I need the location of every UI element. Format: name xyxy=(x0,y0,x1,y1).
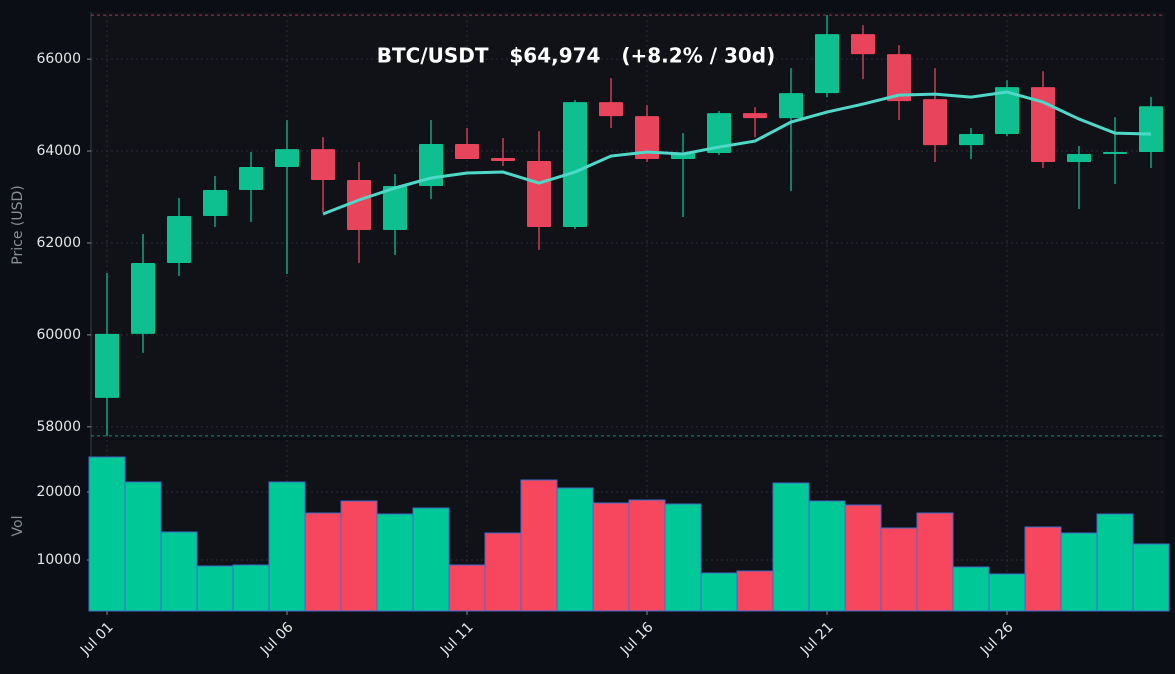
volume-bar xyxy=(700,572,738,612)
volume-bar xyxy=(916,512,954,612)
volume-bar xyxy=(1096,513,1134,612)
candle-body xyxy=(203,190,227,216)
candle-body xyxy=(887,54,911,102)
volume-bar xyxy=(880,527,918,612)
price-panel xyxy=(91,12,1165,438)
moving-average xyxy=(322,90,1152,216)
chart-title: BTC/USDT $64,974 (+8.2% / 30d) xyxy=(377,44,776,68)
y-tick-label: 64000 xyxy=(36,143,81,159)
y2-tick-label: 20000 xyxy=(36,484,81,500)
candle-body xyxy=(815,34,839,94)
candle-body xyxy=(1139,106,1163,153)
volume-bar xyxy=(808,500,846,612)
candle-body xyxy=(959,134,983,146)
volume-bar xyxy=(484,532,522,612)
volume-bar xyxy=(196,565,234,612)
y-axis-label: Price (USD) xyxy=(10,185,26,264)
volume-bar xyxy=(448,564,486,612)
candle-body xyxy=(743,113,767,119)
y2-tick-label: 10000 xyxy=(36,552,81,568)
candle-body xyxy=(635,116,659,160)
candle-body xyxy=(275,149,299,168)
candle-body xyxy=(1067,154,1091,163)
candle-body xyxy=(707,113,731,154)
candle-body xyxy=(239,167,263,191)
volume-bar xyxy=(340,500,378,612)
candle-body xyxy=(167,215,191,263)
candle-body xyxy=(563,102,587,227)
candle-body xyxy=(383,186,407,230)
candle-body xyxy=(455,144,479,160)
candle-body xyxy=(995,87,1019,135)
candle-body xyxy=(1103,152,1127,155)
volume-bar xyxy=(124,481,162,612)
volume-bar xyxy=(628,499,666,612)
y-tick-label: 60000 xyxy=(36,327,81,343)
volume-bar xyxy=(988,573,1026,612)
volume-bar xyxy=(592,502,630,612)
candle-body xyxy=(923,99,947,146)
volume-bar xyxy=(232,564,270,612)
candle-body xyxy=(599,102,623,117)
candle-body xyxy=(347,179,371,230)
volume-bar xyxy=(556,487,594,612)
candle-body xyxy=(527,161,551,227)
volume-bar xyxy=(844,504,882,612)
candle-body xyxy=(779,93,803,119)
candle-body xyxy=(419,144,443,187)
volume-bar xyxy=(160,531,198,612)
volume-bar xyxy=(736,570,774,612)
volume-bar xyxy=(376,513,414,612)
y2-axis-label: Vol xyxy=(10,516,26,537)
y-tick-label: 62000 xyxy=(36,235,81,251)
candle-body xyxy=(95,333,119,398)
volume-bar xyxy=(304,512,342,612)
y-tick-label: 58000 xyxy=(36,419,81,435)
volume-bar xyxy=(1060,532,1098,612)
candle-body xyxy=(311,149,335,180)
volume-bar xyxy=(520,479,558,612)
volume-bar xyxy=(952,566,990,612)
volume-bar xyxy=(268,481,306,612)
candle-body xyxy=(491,158,515,162)
candle-body xyxy=(131,262,155,334)
y-tick-label: 66000 xyxy=(36,51,81,67)
volume-bar xyxy=(1132,543,1170,612)
volume-bar xyxy=(88,456,126,612)
volume-bar xyxy=(412,507,450,612)
volume-bar xyxy=(772,482,810,612)
volume-bar xyxy=(1024,526,1062,612)
candle-body xyxy=(851,34,875,55)
volume-bar xyxy=(664,503,702,612)
